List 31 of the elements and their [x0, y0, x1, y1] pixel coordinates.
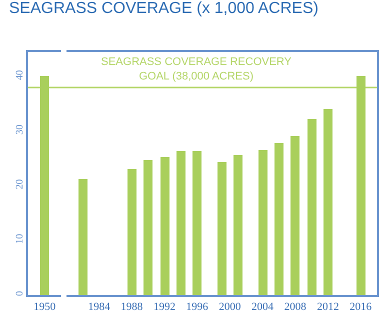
x-tick-label: 1992	[153, 300, 176, 313]
text: SEAGRASS COVERAGE (x 1,000 ACRES)	[9, 0, 318, 17]
y-tick-label: 0	[14, 291, 26, 296]
bar	[258, 150, 268, 295]
y-tick-label: 30	[14, 124, 26, 135]
x-tick-label: 2000	[218, 300, 242, 313]
x-tick-label: 2016	[350, 300, 372, 313]
ref-line-label: SEAGRASS COVERAGE RECOVERY GOAL (38,000 ACRES)	[101, 56, 292, 82]
y-tick-label: 40	[14, 70, 26, 80]
bar	[323, 109, 332, 295]
bar	[143, 160, 152, 295]
y-tick-label: 20	[14, 179, 26, 190]
bar	[217, 162, 226, 295]
bar	[307, 119, 316, 295]
bar	[274, 143, 284, 295]
bar	[127, 169, 136, 295]
x-tick-label: 1984	[88, 300, 111, 313]
bar	[78, 179, 88, 295]
x-tick-label: 1996	[186, 300, 209, 313]
x-tick-label: 2012	[316, 300, 339, 313]
x-tick-label: 1950	[34, 300, 56, 313]
bar	[233, 155, 242, 295]
x-tick-label: 2008	[284, 300, 307, 313]
bar	[176, 151, 186, 295]
x-tick-label: 1988	[120, 300, 144, 313]
y-tick-label: 10	[14, 234, 26, 244]
bar	[160, 157, 170, 295]
x-tick-label: 2004	[252, 300, 274, 313]
bar	[192, 151, 202, 295]
bar	[356, 76, 366, 295]
bar	[290, 136, 300, 295]
